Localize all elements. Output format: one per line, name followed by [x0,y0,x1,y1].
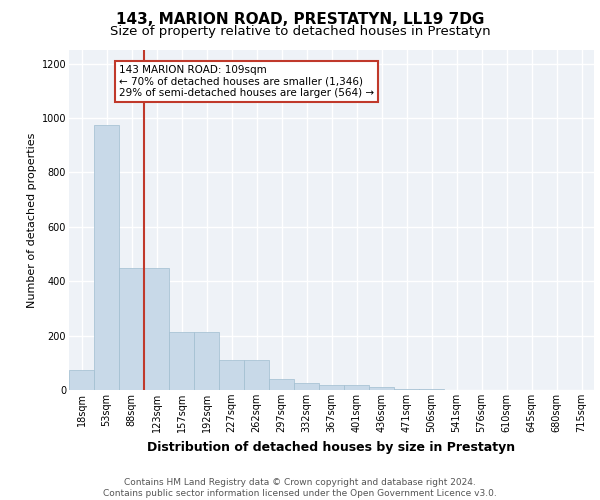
Bar [294,383,319,390]
Bar [244,360,269,390]
Y-axis label: Number of detached properties: Number of detached properties [28,132,37,308]
Bar [144,268,169,390]
Bar [219,360,244,390]
Bar [344,384,369,390]
X-axis label: Distribution of detached houses by size in Prestatyn: Distribution of detached houses by size … [148,440,515,454]
Bar [94,125,119,390]
Text: 143, MARION ROAD, PRESTATYN, LL19 7DG: 143, MARION ROAD, PRESTATYN, LL19 7DG [116,12,484,28]
Bar [169,332,194,390]
Bar [319,384,344,390]
Bar [394,388,419,390]
Bar [194,332,219,390]
Text: Contains HM Land Registry data © Crown copyright and database right 2024.
Contai: Contains HM Land Registry data © Crown c… [103,478,497,498]
Text: 143 MARION ROAD: 109sqm
← 70% of detached houses are smaller (1,346)
29% of semi: 143 MARION ROAD: 109sqm ← 70% of detache… [119,65,374,98]
Bar [369,388,394,390]
Bar [69,370,94,390]
Bar [419,388,444,390]
Bar [269,379,294,390]
Bar [119,268,144,390]
Text: Size of property relative to detached houses in Prestatyn: Size of property relative to detached ho… [110,25,490,38]
